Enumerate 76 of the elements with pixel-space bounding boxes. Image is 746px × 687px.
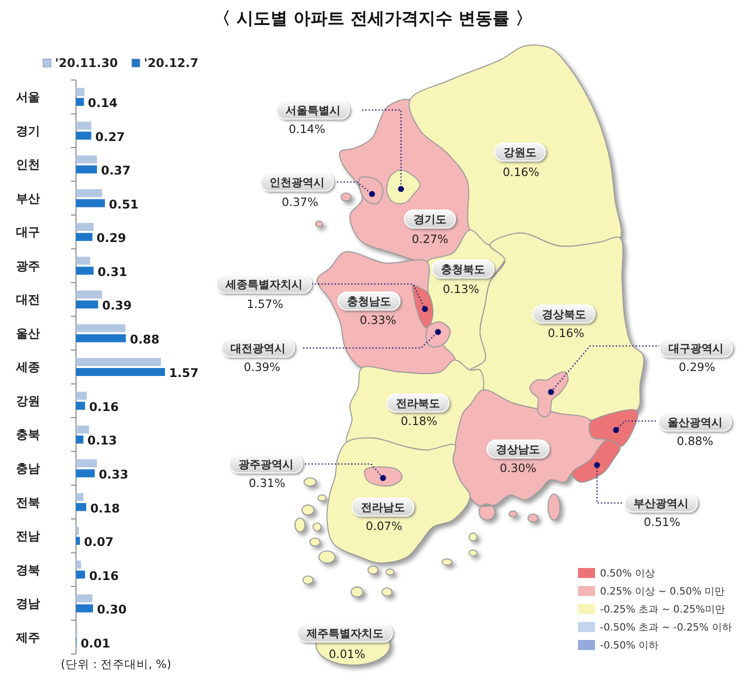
data-label: 0.16% (502, 165, 540, 180)
y-tick-label: 충북 (16, 428, 40, 442)
category-label: 제주특별자치도 (306, 626, 384, 640)
y-tick-label: 경북 (16, 562, 40, 577)
category-label: 광주광역시 (238, 458, 294, 471)
data-label: 0.07% (366, 519, 402, 534)
category-label: 경기도 (414, 212, 446, 226)
category-label: 경상남도 (496, 442, 540, 456)
data-label: 0.31 (98, 264, 128, 279)
category-label: 강원도 (504, 146, 536, 159)
y-tick-label: 전북 (16, 495, 40, 510)
data-label: 0.16 (89, 568, 119, 583)
data-label: 0.31% (248, 476, 286, 490)
data-label: 0.30 (97, 602, 127, 617)
y-tick-label: 서울 (16, 90, 40, 104)
y-tick-label: 제주 (15, 630, 40, 644)
data-label: 0.33% (360, 313, 396, 328)
data-label: 0.13 (87, 434, 117, 448)
legend-label: -0.50% 초과 ~ -0.25% 이하 (600, 622, 732, 634)
data-label: 0.29% (678, 360, 716, 374)
y-tick-label: 광주 (16, 258, 40, 273)
category-label: 세종특별자치시 (224, 278, 302, 291)
data-label: 0.29 (96, 231, 126, 246)
category-label: 대구광역시 (668, 342, 724, 355)
data-label: 0.18% (400, 414, 438, 428)
y-tick-label: 충남 (16, 461, 40, 476)
data-label: 0.33 (98, 467, 128, 482)
legend-label: '20.11.30 (55, 56, 118, 70)
legend-label: 0.25% 이상 ~ 0.50% 미만 (600, 586, 725, 598)
category-label: 인천광역시 (270, 176, 324, 189)
category-label: 대전광역시 (230, 342, 286, 355)
legend-label: '20.12.7 (144, 56, 198, 70)
data-label: 0.16 (89, 400, 119, 414)
y-tick-label: 울산 (16, 326, 40, 340)
y-tick-label: 대전 (16, 292, 40, 307)
y-tick-label: 강원 (16, 394, 40, 408)
category-label: 울산광역시 (668, 416, 722, 429)
data-label: 0.39% (244, 360, 280, 374)
data-label: 0.30% (500, 461, 536, 476)
data-label: 0.88 (130, 332, 160, 346)
category-label: 경상북도 (542, 308, 586, 321)
category-label: 전라북도 (396, 396, 440, 410)
legend-label: -0.25% 초과 ~ 0.25%미만 (600, 604, 726, 616)
data-label: 0.39 (102, 298, 132, 313)
y-tick-label: 경남 (16, 596, 40, 611)
data-label: 0.27 (95, 130, 125, 144)
y-tick-label: 부산 (16, 191, 40, 206)
category-label: 부산광역시 (634, 496, 688, 510)
category-label: 전라남도 (361, 500, 405, 514)
data-label: 0.16% (548, 326, 584, 340)
data-label: 0.13% (442, 282, 480, 296)
data-label: 0.51% (644, 515, 680, 530)
data-label: 0.27% (412, 232, 448, 246)
legend-label: 0.50% 이상 (600, 568, 655, 580)
data-label: 0.01 (80, 636, 110, 650)
data-label: 0.18 (90, 501, 120, 516)
data-label: 0.14 (88, 96, 118, 110)
y-tick-label: 인천 (16, 158, 40, 172)
data-label: 0.14% (288, 122, 326, 136)
legend-label: -0.50% 이하 (600, 640, 659, 652)
data-label: 1.57% (246, 297, 284, 312)
data-label: 0.88% (676, 434, 714, 448)
y-tick-label: 전남 (16, 529, 40, 544)
data-label: 0.37% (282, 195, 318, 210)
y-tick-label: 세종 (15, 360, 40, 374)
y-tick-label: 경기 (16, 124, 40, 138)
data-label: 0.01% (328, 647, 366, 662)
y-tick-label: 대구 (16, 225, 40, 240)
text: (단위 : 전주대비, %) (60, 657, 172, 671)
category-label: 충청북도 (441, 262, 485, 276)
category-label: 서울특별시 (286, 104, 340, 117)
data-label: 0.51 (108, 197, 139, 212)
data-label: 0.07 (84, 535, 114, 550)
data-label: 1.57 (169, 366, 199, 380)
data-label: 0.37 (100, 164, 131, 178)
text: 〈 시도별 아파트 전세가격지수 변동률 〉 (214, 9, 532, 29)
